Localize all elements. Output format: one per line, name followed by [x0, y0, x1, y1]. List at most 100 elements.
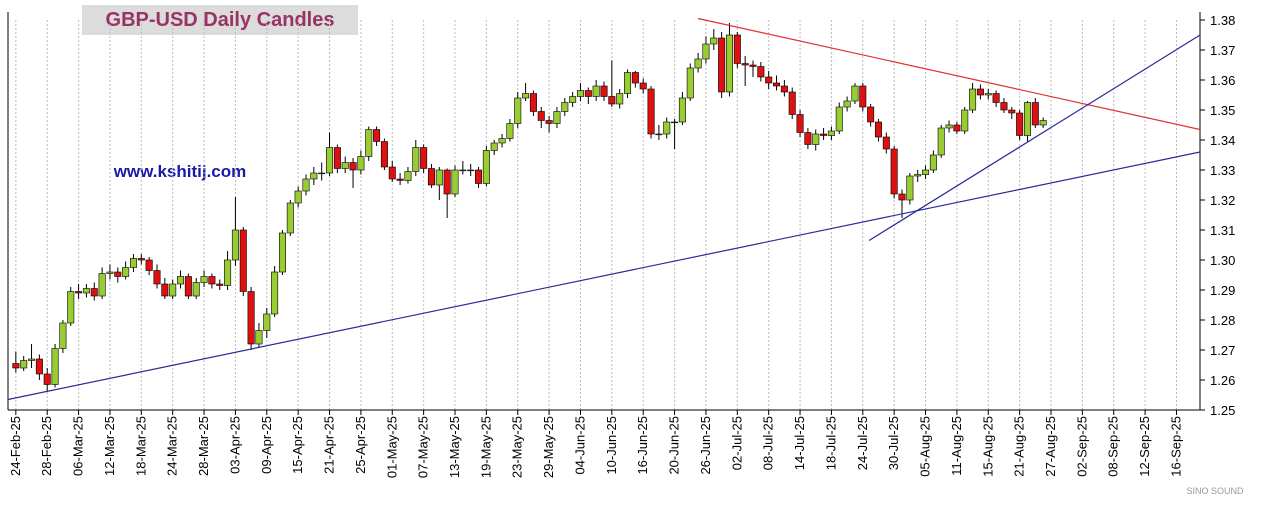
candle-body — [318, 172, 326, 175]
chart-title: GBP-USD Daily Candles — [106, 9, 335, 31]
candle-body — [20, 360, 28, 369]
candle-body — [1000, 102, 1008, 111]
candle-body — [780, 85, 788, 93]
candle-body — [90, 288, 98, 297]
candle-body — [647, 88, 655, 135]
candle-body — [59, 322, 67, 349]
x-tick-label: 27-Aug-25 — [1043, 416, 1058, 477]
candle-body — [969, 88, 977, 111]
candle-body — [890, 148, 898, 195]
candle-body — [396, 178, 404, 181]
candle-body — [310, 172, 318, 180]
candle-body — [365, 129, 373, 157]
candle-body — [12, 363, 20, 369]
candle-body — [443, 169, 451, 195]
x-tick-label: 21-Aug-25 — [1012, 416, 1027, 477]
candle-body — [906, 175, 914, 201]
candle-body — [333, 147, 341, 169]
candle-body — [137, 258, 145, 261]
candle-body — [106, 271, 114, 274]
candle-body — [859, 85, 867, 108]
x-tick-label: 08-Jul-25 — [761, 416, 776, 470]
candle-body — [1008, 109, 1016, 114]
candle-body — [161, 283, 169, 297]
x-tick-label: 01-May-25 — [384, 416, 399, 478]
candle-body — [584, 90, 592, 97]
x-tick-label: 18-Mar-25 — [133, 416, 148, 476]
x-tick-label: 21-Apr-25 — [322, 416, 337, 474]
candle-body — [545, 120, 553, 124]
annotation: www.kshitij.com — [113, 162, 247, 181]
x-tick-label: 23-May-25 — [510, 416, 525, 478]
candle-body — [43, 373, 51, 385]
candle-body — [976, 88, 984, 96]
candle-body — [592, 85, 600, 97]
candle-body — [992, 93, 1000, 103]
candle-body — [788, 91, 796, 115]
candle-body — [898, 193, 906, 201]
candle-body — [608, 96, 616, 105]
candle-body — [553, 111, 561, 124]
candle-body — [710, 37, 718, 45]
candle-body — [35, 358, 43, 375]
x-tick-label: 02-Jul-25 — [729, 416, 744, 470]
candle-body — [694, 58, 702, 69]
candle-body — [98, 273, 106, 297]
x-tick-label: 06-Mar-25 — [71, 416, 86, 476]
watermark: SINO SOUND — [1186, 486, 1244, 496]
candle-body — [616, 93, 624, 105]
candle-body — [725, 34, 733, 93]
candle-body — [773, 82, 781, 87]
candle-body — [624, 72, 632, 94]
candle-body — [404, 171, 412, 181]
candle-body — [239, 229, 247, 292]
x-tick-label: 24-Feb-25 — [8, 416, 23, 476]
candle-body — [827, 130, 835, 136]
x-tick-label: 12-Sep-25 — [1137, 416, 1152, 477]
candle-body — [631, 72, 639, 84]
x-tick-label: 19-May-25 — [478, 416, 493, 478]
candle-body — [945, 124, 953, 129]
candle-body — [271, 271, 279, 315]
candle-body — [231, 229, 239, 261]
candle-body — [914, 174, 922, 177]
y-tick-label: 1.28 — [1210, 313, 1235, 328]
candle-body — [475, 169, 483, 184]
candle-body — [929, 154, 937, 171]
candle-body — [984, 93, 992, 96]
candle-body — [490, 142, 498, 151]
candle-body — [961, 109, 969, 132]
x-tick-label: 16-Jun-25 — [635, 416, 650, 475]
y-tick-label: 1.36 — [1210, 73, 1235, 88]
x-tick-label: 09-Apr-25 — [259, 416, 274, 474]
x-tick-label: 24-Jul-25 — [855, 416, 870, 470]
candle-body — [184, 276, 192, 297]
candle-body — [506, 123, 514, 139]
candle-body — [663, 121, 671, 135]
candle-body — [922, 169, 930, 175]
x-tick-label: 07-May-25 — [416, 416, 431, 478]
candle-body — [812, 133, 820, 145]
candle-body — [224, 259, 232, 286]
y-tick-label: 1.37 — [1210, 43, 1235, 58]
y-tick-label: 1.32 — [1210, 193, 1235, 208]
candle-body — [561, 102, 569, 112]
candle-body — [122, 267, 130, 277]
candle-body — [1039, 120, 1047, 126]
candle-body — [129, 258, 137, 268]
x-tick-label: 05-Aug-25 — [918, 416, 933, 477]
x-tick-label: 15-Apr-25 — [290, 416, 305, 474]
y-tick-label: 1.29 — [1210, 283, 1235, 298]
candle-body — [514, 97, 522, 124]
trendline — [868, 34, 1201, 242]
x-tick-label: 03-Apr-25 — [227, 416, 242, 474]
candle-body — [874, 121, 882, 138]
candle-body — [498, 138, 506, 144]
candle-body — [1023, 102, 1031, 136]
candle-body — [882, 136, 890, 150]
candle-body — [247, 291, 255, 345]
candle-body — [208, 276, 216, 285]
candle-body — [1031, 102, 1039, 126]
candle-body — [255, 330, 263, 345]
candle-body — [796, 114, 804, 133]
